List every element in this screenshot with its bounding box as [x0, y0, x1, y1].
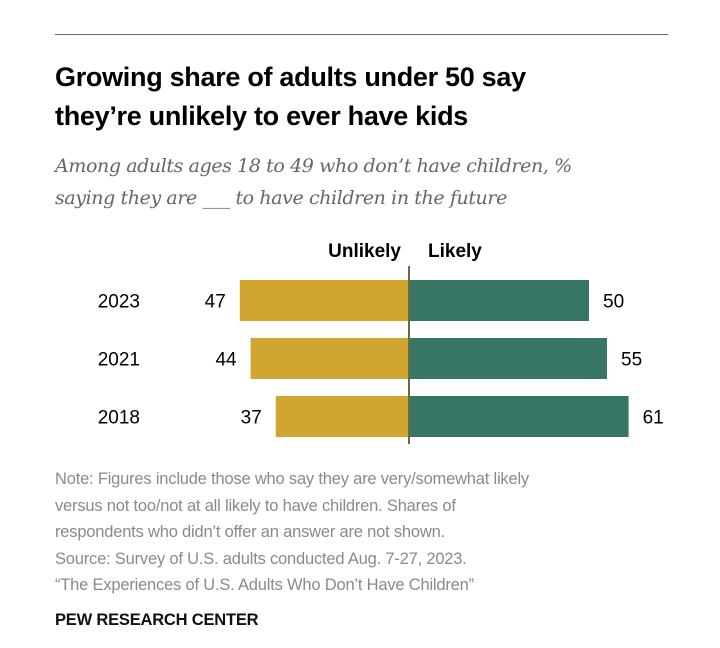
notes: Note: Figures include those who say they…	[55, 466, 695, 599]
note-line: versus not too/not at all likely to have…	[55, 496, 456, 515]
subtitle-line-2: saying they are ___ to have children in …	[55, 187, 507, 209]
bars	[239, 280, 629, 437]
report-title-line: “The Experiences of U.S. Adults Who Don’…	[55, 576, 474, 594]
bar-likely-2023	[409, 280, 589, 321]
title-line-1: Growing share of adults under 50 say	[55, 62, 526, 92]
bar-likely-2021	[409, 338, 607, 379]
value-label-likely-2023: 50	[603, 292, 624, 313]
value-label-unlikely-2018: 37	[241, 408, 262, 429]
category-label-2023: 2023	[98, 292, 140, 313]
chart-title: Growing share of adults under 50 say the…	[55, 58, 675, 136]
note-line: respondents who didn’t offer an answer a…	[55, 523, 445, 541]
bar-unlikely-2023	[239, 280, 409, 321]
subtitle-line-1: Among adults ages 18 to 49 who don’t hav…	[55, 155, 572, 177]
value-label-likely-2018: 61	[643, 408, 664, 429]
category-label-2021: 2021	[98, 350, 140, 371]
source-line: Source: Survey of U.S. adults conducted …	[55, 549, 467, 568]
chart-subtitle: Among adults ages 18 to 49 who don’t hav…	[55, 150, 685, 214]
category-label-2018: 2018	[98, 408, 140, 429]
bar-unlikely-2021	[250, 338, 409, 379]
value-label-unlikely-2023: 47	[205, 292, 226, 313]
value-label-likely-2021: 55	[621, 350, 642, 371]
legend-unlikely: Unlikely	[328, 241, 401, 262]
labels: 2023 47 50 2021 44 55 2018 37 61	[98, 292, 664, 429]
legend: Unlikely Likely	[328, 241, 482, 262]
brand-logo-text: PEW RESEARCH CENTER	[55, 611, 259, 629]
legend-likely: Likely	[428, 241, 482, 262]
bar-unlikely-2018	[275, 396, 409, 437]
value-label-unlikely-2021: 44	[215, 350, 237, 371]
bar-likely-2018	[409, 396, 629, 437]
top-rule	[55, 34, 668, 35]
title-line-2: they’re unlikely to ever have kids	[55, 101, 468, 131]
diverging-bar-chart: Unlikely Likely 2023 47 50 2021 44 55 2018 37 61	[98, 241, 664, 444]
note-line: Note: Figures include those who say they…	[55, 470, 529, 488]
